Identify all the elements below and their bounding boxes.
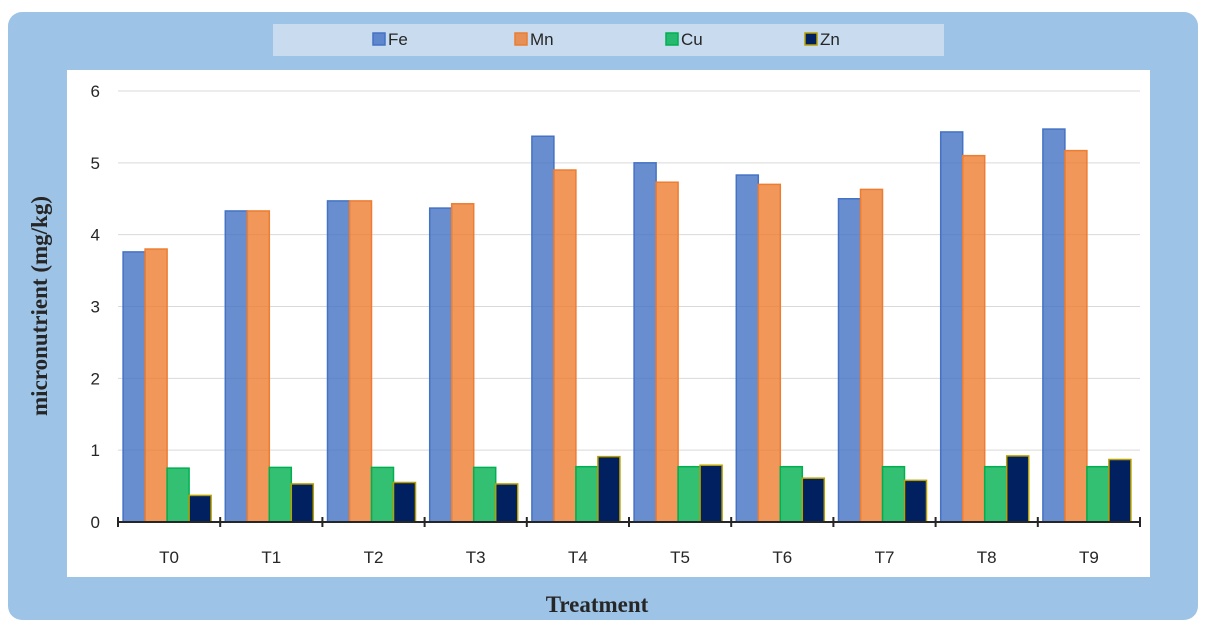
legend-label-cu: Cu — [681, 30, 703, 49]
axes — [117, 517, 1141, 527]
bar-fe-t0 — [122, 251, 146, 523]
legend-label-mn: Mn — [530, 30, 554, 49]
bar-cu-t1 — [268, 466, 293, 523]
bars — [122, 128, 1132, 523]
x-tick-label: T7 — [875, 548, 895, 567]
bar-fe-t5 — [633, 162, 657, 523]
bar-fe-t1 — [224, 210, 249, 523]
x-tick-labels: T0 T1 T2 T3 T4 T5 T6 T7 T8 T9 — [159, 548, 1099, 567]
y-axis-title: micronutrient (mg/kg) — [27, 196, 52, 416]
bar-zn-t0 — [188, 494, 212, 523]
bar-fe-t4 — [531, 135, 555, 523]
bar-fe-t9 — [1042, 128, 1066, 523]
bar-zn-t9 — [1108, 458, 1132, 523]
legend: Fe Mn Cu Zn — [372, 30, 840, 49]
x-tick-label: T1 — [261, 548, 281, 567]
bar-zn-t4 — [597, 455, 621, 523]
bar-zn-t1 — [290, 483, 315, 523]
bar-mn-t1 — [246, 210, 271, 523]
bar-mn-t0 — [144, 248, 168, 523]
bar-mn-t8 — [961, 154, 986, 523]
grid-lines — [118, 90, 1140, 451]
x-tick-label: T4 — [568, 548, 588, 567]
y-tick-label: 0 — [91, 513, 100, 532]
bar-mn-t9 — [1064, 149, 1088, 523]
bar-mn-t7 — [859, 188, 884, 523]
y-tick-label: 5 — [91, 154, 100, 173]
bar-cu-t3 — [472, 466, 497, 523]
y-tick-label: 4 — [91, 226, 100, 245]
bar-fe-t3 — [428, 207, 453, 523]
x-tick-label: T3 — [466, 548, 486, 567]
bar-zn-t5 — [699, 464, 723, 523]
bar-fe-t8 — [939, 131, 964, 523]
bar-zn-t7 — [903, 479, 928, 523]
x-tick-label: T8 — [977, 548, 997, 567]
x-tick-label: T5 — [670, 548, 690, 567]
bar-zn-t8 — [1005, 455, 1030, 523]
bar-cu-t5 — [677, 465, 701, 523]
y-tick-label: 3 — [91, 298, 100, 317]
bar-fe-t2 — [326, 200, 351, 523]
bar-fe-t7 — [837, 198, 862, 523]
bar-cu-t7 — [881, 465, 906, 523]
y-tick-label: 6 — [91, 82, 100, 101]
x-tick-label: T9 — [1079, 548, 1099, 567]
y-tick-label: 1 — [91, 441, 100, 460]
x-axis-title: Treatment — [546, 592, 649, 617]
bar-mn-t2 — [348, 200, 373, 523]
legend-label-fe: Fe — [388, 30, 408, 49]
bar-fe-t6 — [735, 174, 760, 523]
x-tick-label: T2 — [364, 548, 384, 567]
legend-swatch-zn — [804, 32, 818, 46]
bar-zn-t6 — [801, 477, 826, 523]
bar-zn-t2 — [392, 481, 417, 523]
bar-zn-t3 — [494, 483, 519, 523]
legend-swatch-mn — [514, 32, 528, 46]
bar-cu-t4 — [575, 465, 599, 523]
bar-cu-t8 — [983, 465, 1008, 523]
bar-cu-t0 — [166, 467, 190, 523]
legend-swatch-cu — [665, 32, 679, 46]
bar-mn-t5 — [655, 181, 679, 523]
bar-mn-t3 — [450, 203, 475, 523]
y-tick-labels: 0 1 2 3 4 5 6 — [91, 82, 100, 532]
bar-cu-t6 — [779, 465, 804, 523]
legend-label-zn: Zn — [820, 30, 840, 49]
x-tick-label: T6 — [772, 548, 792, 567]
bar-cu-t2 — [370, 466, 395, 523]
bar-mn-t4 — [553, 169, 577, 523]
legend-swatch-fe — [372, 32, 386, 46]
bar-cu-t9 — [1086, 465, 1110, 523]
bar-mn-t6 — [757, 183, 782, 523]
y-tick-label: 2 — [91, 369, 100, 388]
x-tick-label: T0 — [159, 548, 179, 567]
